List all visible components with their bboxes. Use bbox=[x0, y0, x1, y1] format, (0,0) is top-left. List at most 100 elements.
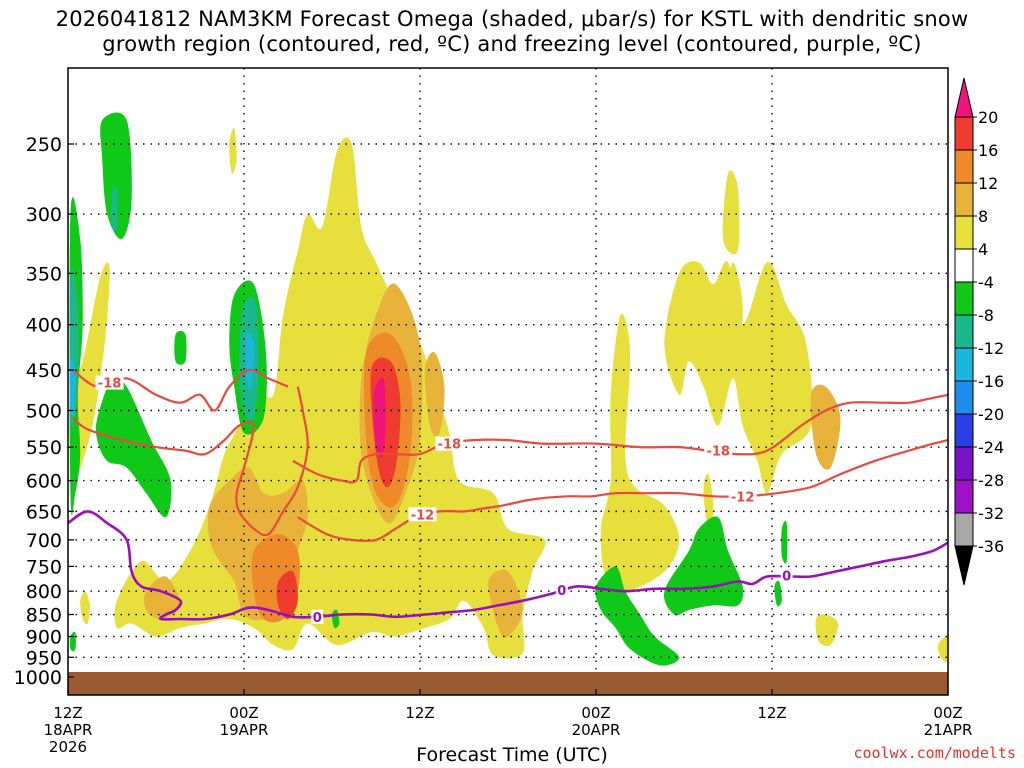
contour-label-bg-2 bbox=[704, 443, 733, 458]
omega-region-5 bbox=[708, 334, 724, 397]
omega-shading-layer bbox=[69, 112, 948, 666]
omega-region-6 bbox=[725, 262, 743, 365]
omega-region-4 bbox=[722, 170, 740, 255]
y-tick-label-650: 650 bbox=[26, 501, 62, 523]
contour-label-1: -18 bbox=[438, 438, 462, 453]
colorbar-label-5: -4 bbox=[978, 273, 994, 292]
colorbar-label-1: 16 bbox=[978, 141, 998, 160]
colorbar-bin-3 bbox=[954, 182, 974, 217]
colorbar-top-arrow bbox=[954, 77, 974, 118]
omega-region-13 bbox=[144, 576, 181, 620]
y-tick-label-900: 900 bbox=[26, 626, 62, 648]
colorbar-bin-6 bbox=[954, 281, 974, 316]
colorbar-bin-2 bbox=[954, 149, 974, 184]
source-credit: coolwx.com/modelts bbox=[853, 744, 1016, 762]
omega-region-37 bbox=[69, 358, 76, 417]
x-tick-label-4-0: 12Z bbox=[757, 704, 786, 722]
omega-region-23 bbox=[100, 112, 132, 240]
omega-region-20 bbox=[276, 570, 298, 620]
colorbar-label-7: -12 bbox=[978, 339, 1004, 358]
contour-label-7: 0 bbox=[782, 570, 791, 585]
y-tick-label-950: 950 bbox=[26, 647, 62, 669]
omega-region-36 bbox=[111, 185, 118, 232]
y-tick-label-450: 450 bbox=[26, 360, 62, 382]
dgz-contour-1 bbox=[72, 386, 309, 537]
x-tick-label-1-0: 00Z bbox=[229, 704, 258, 722]
colorbar-bin-10 bbox=[954, 413, 974, 448]
omega-region-25 bbox=[95, 375, 172, 518]
x-tick-label-2-0: 12Z bbox=[405, 704, 434, 722]
contour-label-3: -12 bbox=[411, 508, 435, 523]
colorbar-bin-1 bbox=[954, 116, 974, 151]
dgz-contour-3 bbox=[297, 439, 948, 543]
colorbar-label-8: -16 bbox=[978, 372, 1004, 391]
omega-region-26 bbox=[174, 330, 187, 365]
omega-region-17 bbox=[424, 351, 445, 437]
chart-title-line-2: growth region (contoured, red, ºC) and f… bbox=[102, 32, 922, 56]
x-tick-label-0-0: 12Z bbox=[53, 704, 82, 722]
y-tick-label-1000: 1000 bbox=[14, 667, 62, 689]
x-tick-label-5-1: 21APR bbox=[924, 721, 973, 739]
colorbar-label-13: -36 bbox=[978, 537, 1004, 556]
contour-label-0: -18 bbox=[98, 377, 122, 392]
colorbar-bin-5 bbox=[954, 248, 974, 283]
omega-region-9 bbox=[938, 636, 948, 663]
y-tick-label-400: 400 bbox=[26, 315, 62, 337]
x-axis-label: Forecast Time (UTC) bbox=[416, 744, 608, 766]
x-tick-label-3-0: 00Z bbox=[581, 704, 610, 722]
contour-label-bg-5 bbox=[311, 609, 324, 624]
contour-label-4: -12 bbox=[731, 490, 755, 505]
contour-label-bg-3 bbox=[408, 507, 437, 522]
colorbar-label-4: 4 bbox=[978, 240, 988, 259]
contour-label-bg-7 bbox=[780, 568, 793, 583]
omega-region-10 bbox=[80, 591, 91, 625]
contour-layer: -18 -18 -18 -12 -12 0 0 0 bbox=[68, 368, 948, 626]
x-tick-label-5-0: 00Z bbox=[933, 704, 962, 722]
colorbar-bin-13 bbox=[954, 512, 974, 547]
colorbar-label-12: -32 bbox=[978, 504, 1004, 523]
y-tick-label-750: 750 bbox=[26, 556, 62, 578]
axes: 2503003504004505005506006507007508008509… bbox=[14, 134, 973, 756]
contour-label-bg-6 bbox=[555, 583, 568, 598]
colorbar-bin-7 bbox=[954, 314, 974, 349]
dgz-contour-2 bbox=[292, 393, 948, 484]
y-tick-label-250: 250 bbox=[26, 134, 62, 156]
plot-frame bbox=[67, 67, 949, 696]
omega-region-3 bbox=[664, 261, 813, 494]
contour-label-5: 0 bbox=[313, 611, 322, 626]
x-tick-label-1-1: 19APR bbox=[220, 721, 269, 739]
y-tick-label-300: 300 bbox=[26, 204, 62, 226]
y-tick-label-350: 350 bbox=[26, 263, 62, 285]
colorbar-label-10: -24 bbox=[978, 438, 1004, 457]
colorbar-label-9: -20 bbox=[978, 405, 1004, 424]
colorbar-label-2: 12 bbox=[978, 174, 998, 193]
colorbar-label-11: -28 bbox=[978, 471, 1004, 490]
omega-region-0 bbox=[69, 262, 110, 484]
omega-region-11 bbox=[229, 127, 237, 175]
omega-region-30 bbox=[781, 520, 788, 564]
omega-region-22 bbox=[373, 377, 386, 458]
y-tick-label-500: 500 bbox=[26, 401, 62, 423]
y-tick-label-700: 700 bbox=[26, 530, 62, 552]
omega-region-8 bbox=[815, 614, 839, 647]
colorbar-bin-8 bbox=[954, 347, 974, 382]
colorbar-label-6: -8 bbox=[978, 306, 994, 325]
colorbar-bin-9 bbox=[954, 380, 974, 415]
contour-label-2: -18 bbox=[706, 445, 730, 460]
chart-title-line-1: 2026041812 NAM3KM Forecast Omega (shaded… bbox=[55, 7, 969, 31]
colorbar: 20 16 12 8 4 -4 -8 -12 -16 -20 -24 -28 -32 -36 bbox=[954, 77, 1004, 586]
contour-label-bg-0 bbox=[95, 375, 124, 390]
colorbar-label-3: 8 bbox=[978, 207, 988, 226]
terrain-ground bbox=[68, 672, 948, 695]
y-tick-label-800: 800 bbox=[26, 581, 62, 603]
colorbar-bottom-arrow bbox=[954, 545, 974, 586]
y-tick-label-850: 850 bbox=[26, 605, 62, 627]
colorbar-bin-12 bbox=[954, 479, 974, 514]
omega-region-16 bbox=[810, 384, 841, 470]
x-tick-label-3-1: 20APR bbox=[572, 721, 621, 739]
colorbar-bin-11 bbox=[954, 446, 974, 481]
y-tick-label-600: 600 bbox=[26, 471, 62, 493]
contour-label-bg-4 bbox=[728, 489, 757, 504]
colorbar-bin-4 bbox=[954, 215, 974, 250]
